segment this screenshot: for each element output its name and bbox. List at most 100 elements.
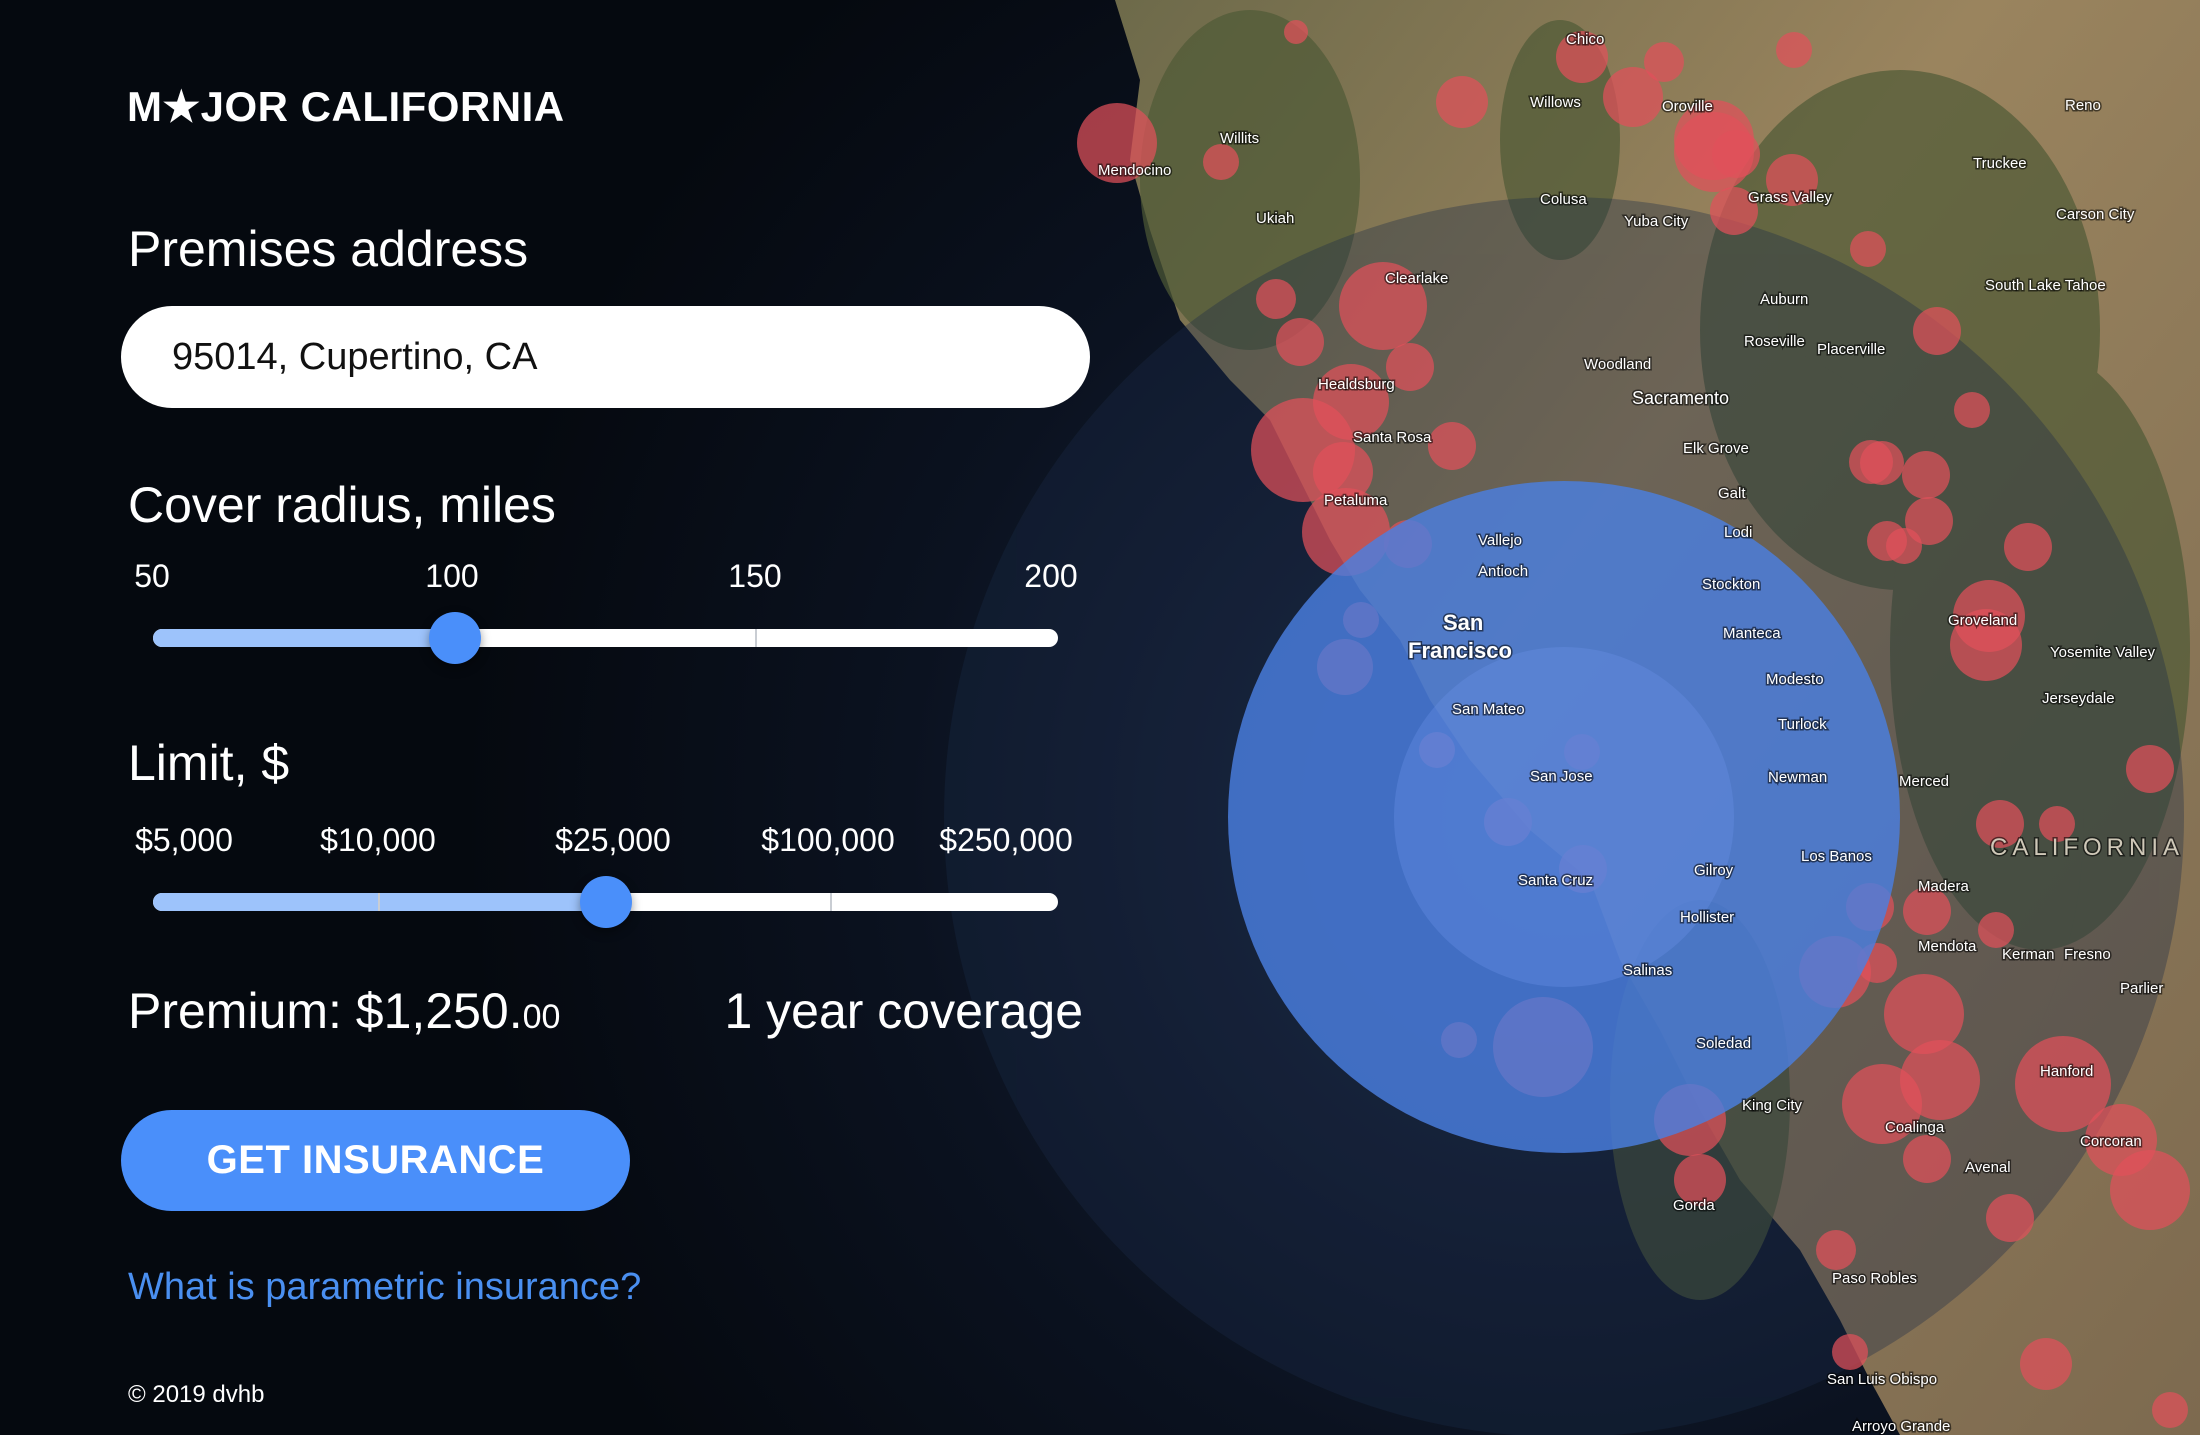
map-label: Chico xyxy=(1566,31,1604,48)
map-label: Yosemite Valley xyxy=(2050,644,2156,661)
risk-circle xyxy=(1284,20,1308,44)
risk-circle xyxy=(1950,609,2022,681)
risk-circle xyxy=(1849,440,1893,484)
risk-circle xyxy=(2015,1036,2111,1132)
parametric-insurance-link[interactable]: What is parametric insurance? xyxy=(128,1266,642,1308)
risk-circle xyxy=(1867,521,1907,561)
logo: M★JOR CALIFORNIA xyxy=(127,83,565,130)
limit-slider[interactable] xyxy=(153,876,1058,928)
map-label: Petaluma xyxy=(1324,492,1388,509)
limit-tick: $250,000 xyxy=(939,822,1073,858)
map-label: Groveland xyxy=(1948,612,2017,629)
map-label: Ukiah xyxy=(1256,210,1294,227)
map-label: Francisco xyxy=(1408,638,1512,663)
risk-circle xyxy=(1913,307,1961,355)
map-label: San Mateo xyxy=(1452,701,1525,718)
map-label: Truckee xyxy=(1973,155,2027,172)
risk-circle xyxy=(1976,800,2024,848)
radius-slider-thumb[interactable] xyxy=(428,612,481,664)
map-label: Manteca xyxy=(1723,625,1781,642)
map-label: San Jose xyxy=(1530,768,1593,785)
map-label: Coalinga xyxy=(1885,1119,1945,1136)
risk-circle xyxy=(1954,392,1990,428)
map-label: Mendota xyxy=(1918,938,1977,955)
risk-circle xyxy=(2020,1338,2072,1390)
map-label: Santa Rosa xyxy=(1353,429,1432,446)
limit-tick: $25,000 xyxy=(555,822,671,858)
map-label: Corcoran xyxy=(2080,1133,2142,1150)
risk-circle xyxy=(1905,497,1953,545)
map-label: Antioch xyxy=(1478,563,1528,580)
map-label: San Luis Obispo xyxy=(1827,1371,1937,1388)
map-label: Gorda xyxy=(1673,1197,1715,1214)
map-label: South Lake Tahoe xyxy=(1985,277,2106,294)
risk-circle xyxy=(2110,1150,2190,1230)
map-label: Avenal xyxy=(1965,1159,2011,1176)
map-label: Grass Valley xyxy=(1748,189,1832,206)
radius-slider-divider xyxy=(755,629,757,647)
risk-circle xyxy=(1276,318,1324,366)
address-label: Premises address xyxy=(128,221,529,277)
map-label: Parlier xyxy=(2120,980,2163,997)
risk-circle xyxy=(1556,31,1608,83)
radius-slider-fill xyxy=(153,629,455,647)
risk-circle xyxy=(2004,523,2052,571)
map-label: Gilroy xyxy=(1694,862,1734,879)
radius-tick: 50 xyxy=(134,558,170,594)
limit-slider-divider xyxy=(378,893,380,911)
radius-tick: 200 xyxy=(1024,558,1078,594)
risk-circle xyxy=(2039,806,2075,842)
map-label: Elk Grove xyxy=(1683,440,1749,457)
map-label: Woodland xyxy=(1584,356,1651,373)
risk-circle xyxy=(1850,231,1886,267)
map-label: King City xyxy=(1742,1097,1803,1114)
map-label: Carson City xyxy=(2056,206,2135,223)
map-label: Merced xyxy=(1899,773,1949,790)
map-labels: Chico Willows Oroville Reno Truckee Carson Ci… xyxy=(1097,30,2184,1435)
risk-circle xyxy=(1903,1135,1951,1183)
map-label: Auburn xyxy=(1760,291,1808,308)
radius-slider[interactable] xyxy=(153,612,1058,664)
risk-circle xyxy=(1203,144,1239,180)
address-input[interactable]: 95014, Cupertino, CA xyxy=(121,306,1090,408)
map-label: Lodi xyxy=(1724,524,1752,541)
risk-circle xyxy=(1077,103,1157,183)
risk-circle xyxy=(1986,1194,2034,1242)
limit-tick: $5,000 xyxy=(135,822,233,858)
map-label: Soledad xyxy=(1696,1035,1751,1052)
risk-circle xyxy=(1256,279,1296,319)
risk-circle xyxy=(1902,451,1950,499)
map-label: Hollister xyxy=(1680,909,1734,926)
risk-circle xyxy=(1339,262,1427,350)
map-label: Madera xyxy=(1918,878,1970,895)
premium-amount: Premium: $1,250.00 xyxy=(128,982,560,1040)
risk-circle xyxy=(1776,32,1812,68)
get-insurance-button[interactable]: GET INSURANCE xyxy=(121,1110,630,1211)
limit-slider-thumb[interactable] xyxy=(579,876,632,928)
map-label: Stockton xyxy=(1702,576,1760,593)
risk-circle xyxy=(2152,1392,2188,1428)
map-label: San xyxy=(1443,610,1483,635)
radius-label: Cover radius, miles xyxy=(128,477,556,533)
limit-label: Limit, $ xyxy=(128,735,290,791)
risk-circle xyxy=(1766,154,1818,206)
map-label: Roseville xyxy=(1744,333,1805,350)
map-label: Colusa xyxy=(1540,191,1587,208)
risk-circle xyxy=(1386,343,1434,391)
copyright: © 2019 dvhb xyxy=(128,1381,265,1408)
map-label: Willits xyxy=(1220,130,1259,147)
map-label: CALIFORNIA xyxy=(1990,834,2184,861)
premium-cents: 00 xyxy=(522,998,561,1036)
map-label: Turlock xyxy=(1778,716,1827,733)
risk-circle xyxy=(1428,422,1476,470)
map-label: Los Banos xyxy=(1801,848,1872,865)
risk-circle xyxy=(1603,67,1663,127)
map-label: Jerseydale xyxy=(2042,690,2115,707)
radius-tick: 150 xyxy=(728,558,782,594)
map-label: Healdsburg xyxy=(1318,376,1395,393)
risk-circle xyxy=(1903,887,1951,935)
risk-circle xyxy=(1313,442,1373,502)
map-label: Clearlake xyxy=(1385,270,1448,287)
risk-circle xyxy=(1710,187,1758,235)
